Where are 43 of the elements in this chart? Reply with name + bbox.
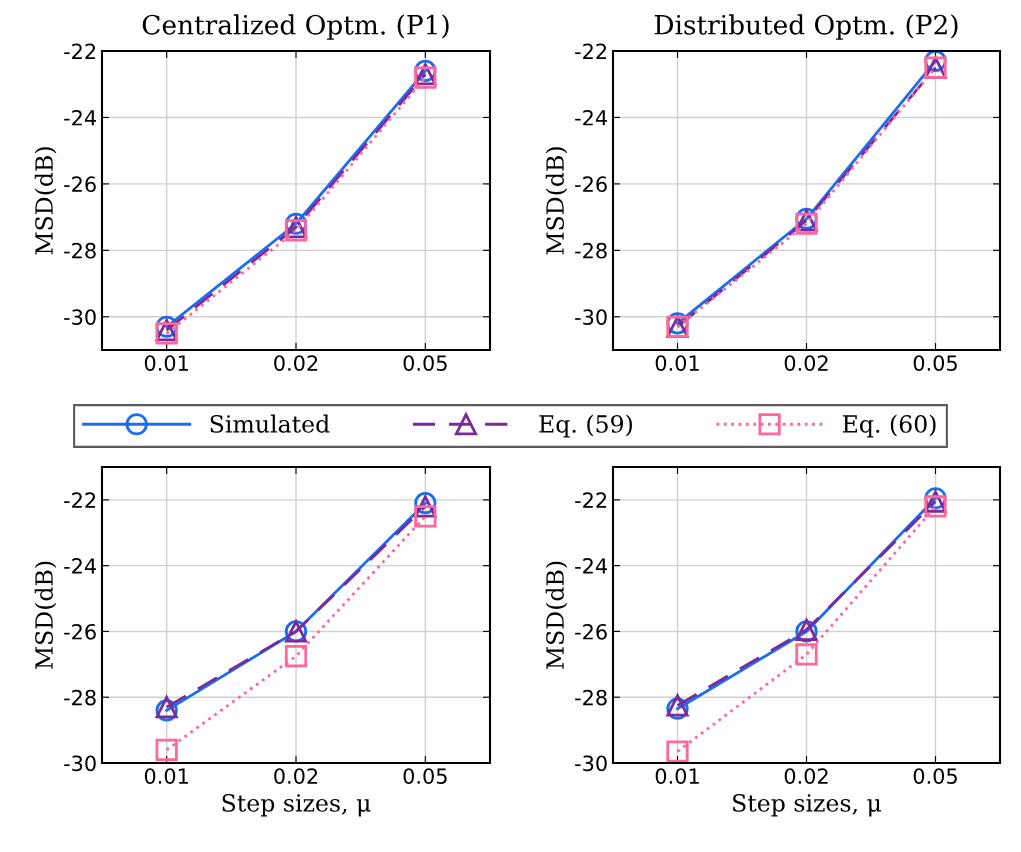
x-tick-label: 0.01 [144,355,188,371]
y-axis-title: MSD(dB) [34,561,57,669]
x-tick-label: 0.02 [274,355,318,371]
y-tick-label: -26 [575,176,607,193]
x-axis-title: Step sizes, μ [222,794,371,817]
y-tick-label: -24 [64,109,96,126]
y-tick-label: -22 [575,492,607,508]
y-tick-label: -24 [575,558,607,574]
y-tick-label: -30 [64,755,96,772]
y-tick-label: -22 [575,43,607,59]
legend-label: Eq. (60) [842,414,936,438]
y-tick-label: -26 [64,176,96,193]
y-tick-label: -30 [575,755,607,772]
x-tick-label: 0.01 [655,768,699,784]
x-tick-label: 0.02 [784,355,828,371]
y-tick-label: -28 [64,689,96,706]
y-tick-label: -28 [64,242,96,259]
x-tick-label: 0.02 [274,768,318,784]
x-tick-label: 0.05 [913,768,957,784]
y-tick-label: -26 [575,623,607,640]
x-tick-label: 0.02 [784,768,828,784]
legend-label: Simulated [210,414,330,433]
legend-label: Eq. (59) [539,414,632,438]
y-tick-label: -22 [64,43,96,59]
y-tick-label: -22 [64,492,96,508]
x-tick-label: 0.01 [655,355,699,371]
y-axis-title: MSD(dB) [34,147,57,255]
y-axis-title: MSD(dB) [545,561,568,669]
y-tick-label: -28 [575,242,607,259]
x-axis-title: Step sizes, μ [733,794,882,817]
chart-title: Distributed Optm. (P2) [654,14,958,40]
y-tick-label: -24 [575,109,607,126]
y-axis-title: MSD(dB) [545,147,568,255]
x-tick-label: 0.01 [144,768,188,784]
y-tick-label: -26 [64,623,96,640]
y-tick-label: -28 [575,689,607,706]
chart-title: Centralized Optm. (P1) [142,14,449,40]
y-tick-label: -30 [64,309,96,325]
x-tick-label: 0.05 [403,768,447,784]
y-tick-label: -30 [575,309,607,325]
x-tick-label: 0.05 [913,355,957,371]
x-tick-label: 0.05 [403,355,447,371]
y-tick-label: -24 [64,558,96,574]
